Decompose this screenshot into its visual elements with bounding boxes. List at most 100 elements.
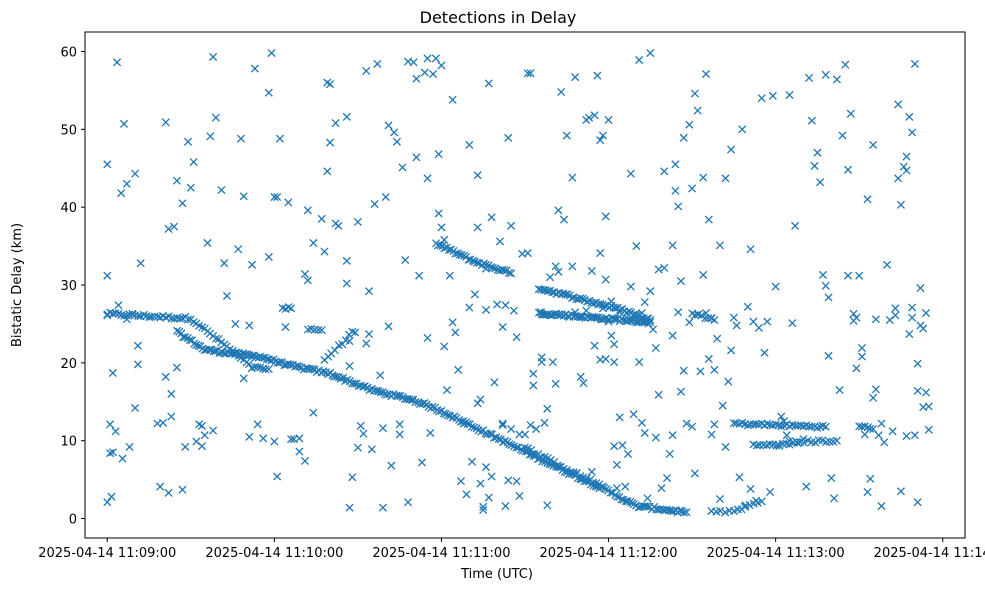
- data-point-marker: [571, 308, 580, 317]
- data-point-marker: [841, 60, 850, 69]
- data-point-marker: [505, 440, 514, 449]
- data-point-marker: [584, 113, 594, 122]
- data-point-marker: [270, 437, 279, 446]
- data-point-marker: [688, 422, 697, 431]
- data-point-marker: [454, 365, 463, 374]
- data-point-marker: [921, 308, 931, 318]
- data-point-marker: [326, 138, 335, 147]
- data-point-marker: [816, 178, 825, 187]
- data-point-marker: [139, 310, 148, 319]
- data-point-marker: [512, 443, 521, 452]
- data-point-marker: [601, 275, 610, 284]
- data-point-marker: [264, 365, 273, 374]
- data-point-marker: [396, 392, 405, 401]
- data-point-marker: [239, 192, 248, 201]
- data-point-marker: [320, 247, 329, 256]
- data-point-marker: [470, 423, 479, 432]
- data-point-marker: [896, 487, 906, 496]
- data-point-marker: [286, 360, 295, 369]
- data-point-marker: [481, 463, 491, 472]
- data-point-marker: [529, 451, 538, 460]
- data-point-marker: [253, 420, 262, 429]
- data-point-marker: [779, 417, 789, 426]
- data-point-marker: [161, 372, 170, 381]
- data-point-marker: [921, 388, 931, 397]
- data-point-marker: [384, 322, 393, 331]
- data-point-marker: [273, 192, 282, 202]
- data-point-marker: [610, 340, 619, 349]
- data-point-marker: [200, 431, 209, 440]
- data-point-marker: [512, 477, 521, 486]
- data-point-marker: [456, 477, 466, 486]
- data-point-marker: [222, 291, 232, 300]
- data-point-marker: [439, 409, 448, 418]
- data-point-marker: [197, 442, 207, 451]
- data-point-marker: [107, 492, 116, 501]
- y-tick-label: 50: [60, 123, 77, 138]
- data-point-marker: [287, 304, 296, 313]
- data-point-marker: [537, 358, 546, 367]
- data-point-marker: [788, 319, 797, 328]
- data-point-marker: [353, 443, 362, 452]
- data-point-marker: [777, 412, 786, 421]
- data-point-marker: [172, 363, 181, 372]
- data-point-marker: [598, 131, 608, 140]
- data-point-marker: [913, 386, 922, 395]
- data-point-marker: [593, 71, 602, 80]
- data-point-marker: [309, 238, 318, 248]
- markers-group: [103, 48, 933, 517]
- data-point-marker: [849, 309, 858, 318]
- data-point-marker: [219, 349, 228, 358]
- data-point-marker: [520, 443, 529, 452]
- data-point-marker: [612, 484, 621, 493]
- data-point-marker: [546, 273, 555, 282]
- data-point-marker: [557, 87, 566, 97]
- data-point-marker: [554, 267, 563, 276]
- data-point-marker: [646, 287, 655, 296]
- data-point-marker: [743, 302, 752, 311]
- data-point-marker: [738, 125, 747, 134]
- data-point-marker: [852, 364, 861, 373]
- data-point-marker: [908, 303, 917, 312]
- data-point-marker: [587, 266, 596, 276]
- data-point-marker: [843, 165, 853, 174]
- data-point-marker: [245, 432, 254, 441]
- data-point-marker: [649, 325, 658, 334]
- data-point-marker: [111, 309, 120, 318]
- data-point-marker: [459, 419, 468, 428]
- data-point-marker: [108, 448, 117, 457]
- data-point-marker: [651, 433, 660, 442]
- data-point-marker: [733, 505, 742, 514]
- data-point-marker: [685, 120, 694, 129]
- data-point-marker: [423, 333, 432, 342]
- data-point-marker: [120, 311, 129, 320]
- data-point-marker: [332, 372, 341, 381]
- data-point-marker: [754, 323, 763, 332]
- data-point-marker: [236, 134, 246, 143]
- data-point-marker: [467, 422, 476, 431]
- data-point-marker: [253, 362, 262, 372]
- data-point-marker: [576, 294, 585, 303]
- data-point-marker: [465, 140, 474, 149]
- data-point-marker: [501, 502, 510, 511]
- data-point-marker: [869, 393, 878, 402]
- y-axis: 0 10 20 30 40 50 60: [60, 45, 85, 528]
- data-point-marker: [331, 119, 340, 128]
- data-point-marker: [345, 336, 354, 346]
- data-point-marker: [771, 282, 780, 291]
- data-point-marker: [902, 431, 911, 441]
- data-point-marker: [468, 256, 477, 265]
- data-point-marker: [147, 312, 156, 321]
- data-point-marker: [198, 323, 207, 332]
- data-point-marker: [621, 482, 630, 491]
- data-point-marker: [473, 399, 482, 408]
- data-point-marker: [330, 346, 339, 355]
- data-point-marker: [598, 315, 607, 324]
- data-point-marker: [125, 442, 134, 451]
- data-point-marker: [704, 314, 713, 323]
- data-point-marker: [727, 145, 736, 154]
- y-tick-label: 20: [60, 357, 77, 372]
- data-point-marker: [448, 95, 457, 104]
- data-point-marker: [507, 269, 516, 278]
- data-point-marker: [284, 198, 293, 207]
